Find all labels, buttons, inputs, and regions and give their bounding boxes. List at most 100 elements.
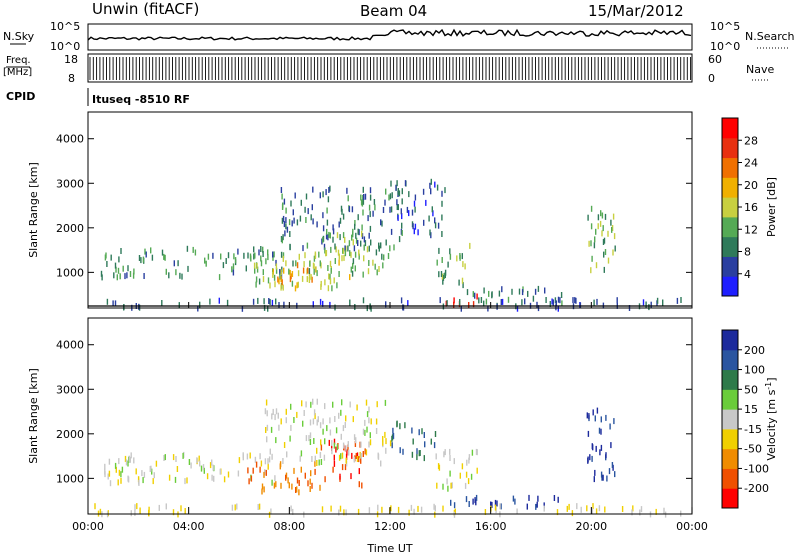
data-cell [320, 444, 323, 451]
data-cell [332, 401, 334, 408]
data-cell [312, 186, 314, 193]
data-cell [518, 288, 521, 295]
data-cell [420, 506, 423, 513]
data-cell [316, 460, 318, 466]
data-cell [483, 287, 485, 294]
data-cell [408, 210, 410, 217]
data-cell [168, 474, 171, 481]
data-cell [345, 509, 347, 516]
data-cell [332, 228, 335, 235]
data-cell [115, 266, 117, 273]
data-cell [549, 301, 551, 307]
data-cell [353, 245, 356, 252]
data-cell [267, 458, 269, 465]
data-cell [349, 274, 351, 281]
data-cell [106, 261, 108, 267]
colorbar-tick-label: 200 [744, 344, 765, 357]
data-cell [269, 299, 271, 305]
colorbar-swatch [722, 369, 738, 390]
data-cell [603, 251, 605, 258]
data-cell [399, 447, 401, 454]
data-cell [295, 260, 297, 267]
data-cell [466, 459, 468, 466]
data-cell [128, 455, 130, 462]
data-cell [317, 416, 319, 423]
data-cell [365, 399, 368, 406]
data-cell [303, 261, 305, 268]
x-tick-label: 04:00 [173, 520, 205, 533]
data-cell [398, 190, 401, 197]
colorbar-swatch [722, 276, 738, 297]
data-cell [417, 505, 419, 512]
data-cell [613, 418, 615, 425]
data-cell [342, 442, 345, 449]
data-cell [354, 220, 356, 226]
data-cell [468, 457, 470, 464]
data-cell [357, 508, 360, 515]
data-cell [286, 226, 289, 233]
data-cell [343, 509, 345, 516]
data-cell [496, 303, 498, 310]
data-cell [205, 260, 207, 267]
data-cell [598, 505, 601, 512]
data-cell [138, 303, 140, 310]
data-cell [396, 180, 398, 187]
colorbar-swatch [722, 488, 738, 509]
data-cell [369, 439, 372, 446]
data-cell [180, 505, 182, 512]
power-ylabel: Slant Range [km] [27, 162, 40, 258]
data-cell [404, 180, 407, 187]
data-cell [322, 418, 324, 425]
data-cell [290, 505, 292, 512]
data-cell [272, 408, 274, 415]
data-cell [319, 260, 321, 267]
scatter-region [247, 460, 321, 496]
data-cell [282, 284, 284, 291]
data-cell [338, 259, 340, 266]
data-cell [305, 401, 307, 408]
data-cell [496, 500, 498, 507]
data-cell [292, 209, 294, 216]
data-cell [354, 304, 356, 310]
data-cell [353, 434, 356, 441]
data-cell [461, 277, 464, 284]
colorbar-tick-label: -50 [744, 443, 762, 456]
data-cell [280, 236, 283, 242]
velocity-scatter [94, 398, 693, 518]
data-cell [144, 248, 146, 255]
nsky-trace [87, 28, 692, 41]
data-cell [498, 290, 501, 297]
data-cell [385, 239, 387, 246]
colorbar-swatch [722, 468, 738, 489]
data-cell [680, 297, 682, 303]
data-cell [430, 232, 432, 239]
data-cell [385, 438, 387, 445]
data-cell [268, 298, 270, 304]
data-cell [391, 442, 393, 449]
data-cell [117, 479, 119, 486]
data-cell [289, 276, 292, 283]
data-cell [138, 255, 141, 261]
data-cell [369, 187, 372, 194]
data-cell [310, 214, 312, 221]
data-cell [588, 413, 590, 420]
data-cell [316, 221, 318, 228]
data-cell [300, 450, 303, 457]
data-cell [248, 478, 250, 485]
data-cell [453, 297, 455, 304]
data-cell [376, 401, 378, 408]
data-cell [362, 186, 364, 193]
data-cell [203, 467, 205, 474]
data-cell [599, 220, 602, 227]
data-cell [177, 260, 179, 267]
data-cell [402, 448, 404, 455]
data-cell [299, 455, 301, 462]
data-cell [445, 300, 447, 307]
data-cell [344, 245, 346, 252]
data-cell [590, 267, 592, 274]
data-cell [336, 232, 339, 239]
data-cell [322, 212, 324, 219]
data-cell [434, 217, 436, 224]
colorbar-swatch [722, 349, 738, 371]
data-cell [593, 476, 595, 483]
